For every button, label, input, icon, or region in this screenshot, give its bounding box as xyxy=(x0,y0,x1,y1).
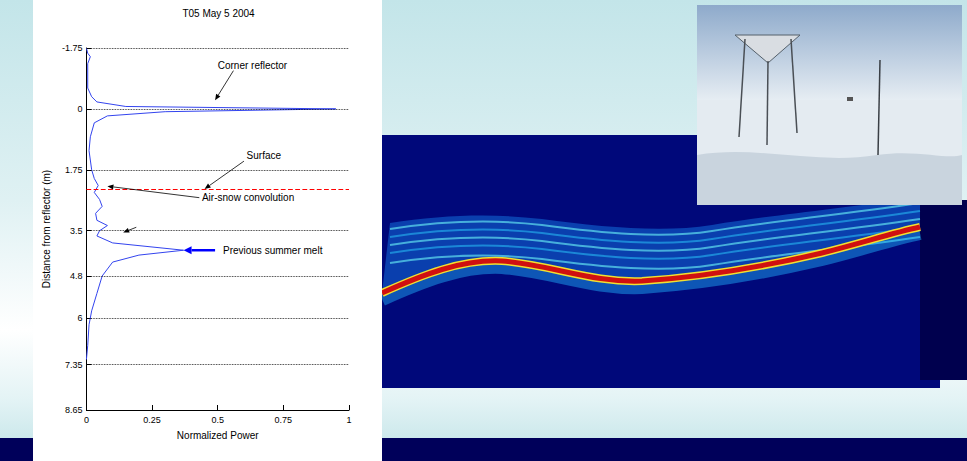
svg-text:Normalized Power: Normalized Power xyxy=(177,430,259,441)
svg-text:0: 0 xyxy=(84,415,89,425)
svg-text:6: 6 xyxy=(77,313,82,323)
svg-text:1.75: 1.75 xyxy=(65,165,83,175)
svg-text:3.5: 3.5 xyxy=(70,226,83,236)
svg-text:T05 May 5 2004: T05 May 5 2004 xyxy=(182,8,255,19)
svg-text:Air-snow convolution: Air-snow convolution xyxy=(202,192,294,203)
svg-text:Distance from reflector (m): Distance from reflector (m) xyxy=(41,170,52,288)
svg-text:0.5: 0.5 xyxy=(211,415,224,425)
svg-text:Surface: Surface xyxy=(247,150,282,161)
svg-text:0: 0 xyxy=(77,104,82,114)
svg-text:7.35: 7.35 xyxy=(65,360,83,370)
svg-text:0.75: 0.75 xyxy=(275,415,293,425)
svg-text:Corner reflector: Corner reflector xyxy=(218,60,288,71)
svg-text:8.65: 8.65 xyxy=(65,405,83,415)
svg-text:0.25: 0.25 xyxy=(143,415,161,425)
svg-text:4.8: 4.8 xyxy=(70,271,83,281)
svg-text:Previous summer melt: Previous summer melt xyxy=(223,245,323,256)
svg-text:-1.75: -1.75 xyxy=(62,43,83,53)
svg-text:1: 1 xyxy=(346,415,351,425)
